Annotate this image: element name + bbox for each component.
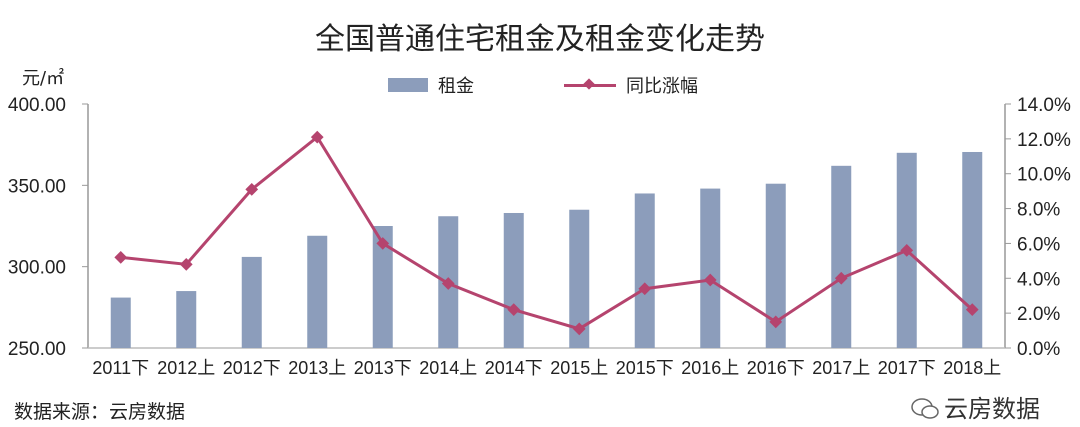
- bar-rent: [831, 165, 852, 348]
- source-note: 数据来源：云房数据: [14, 401, 186, 423]
- x-tick-label: 2014下: [485, 358, 543, 378]
- legend-label-rent: 租金: [438, 76, 474, 97]
- x-tick-label: 2011下: [92, 358, 149, 378]
- right-tick-label: 8.0%: [1017, 200, 1060, 221]
- left-tick-label: 400.00: [8, 95, 66, 116]
- legend-line-swatch: [564, 83, 616, 87]
- right-tick-label: 12.0%: [1017, 130, 1071, 151]
- bar-rent: [307, 235, 328, 348]
- line-marker: [245, 183, 259, 196]
- x-tick-label: 2016上: [681, 358, 739, 378]
- left-axis-unit: 元/㎡: [22, 68, 65, 89]
- x-tick-label: 2013上: [288, 358, 346, 378]
- watermark-text: 云房数据: [944, 395, 1040, 423]
- x-tick-label: 2017下: [878, 358, 936, 378]
- bar-rent: [634, 193, 655, 348]
- x-tick-label: 2015上: [550, 358, 608, 378]
- line-marker: [114, 251, 128, 264]
- bar-rent: [569, 209, 590, 348]
- bar-rent: [110, 297, 131, 348]
- line-yoy: [120, 134, 974, 331]
- x-tick-label: 2013下: [354, 358, 412, 378]
- line-marker: [310, 130, 324, 144]
- x-tick-label: 2012上: [157, 358, 215, 378]
- line-marker: [376, 237, 390, 250]
- chart-title: 全国普通住宅租金及租金变化走势: [315, 22, 765, 57]
- bar-rent: [372, 226, 393, 348]
- legend: 租金 同比涨幅: [388, 72, 698, 98]
- x-tick-label: 2014上: [419, 358, 477, 378]
- line-marker: [441, 277, 455, 290]
- wechat-icon: [911, 398, 939, 419]
- x-tick-label: 2018上: [943, 358, 1001, 378]
- right-tick-label: 4.0%: [1017, 269, 1060, 290]
- legend-bar-swatch: [388, 78, 428, 92]
- legend-label-yoy: 同比涨幅: [626, 76, 698, 97]
- bar-rent: [241, 256, 262, 348]
- right-tick-label: 14.0%: [1017, 95, 1071, 116]
- bar-rent: [962, 151, 983, 348]
- left-tick-label: 250.00: [8, 339, 66, 360]
- right-tick-label: 10.0%: [1017, 165, 1071, 186]
- x-tick-label: 2017上: [812, 358, 870, 378]
- line-marker: [179, 257, 193, 271]
- right-tick-label: 2.0%: [1017, 304, 1060, 325]
- watermark: 云房数据: [910, 394, 1040, 424]
- left-tick-label: 300.00: [8, 258, 66, 279]
- bar-rent: [765, 183, 786, 348]
- right-tick-label: 6.0%: [1017, 234, 1060, 255]
- bar-rent: [176, 291, 197, 348]
- x-tick-label: 2012下: [223, 358, 281, 378]
- bar-rent: [700, 188, 721, 348]
- x-tick-label: 2015下: [616, 358, 674, 378]
- bar-rent: [503, 212, 524, 348]
- left-tick-label: 350.00: [8, 176, 66, 197]
- right-tick-label: 0.0%: [1017, 339, 1060, 360]
- x-tick-label: 2016下: [747, 358, 805, 378]
